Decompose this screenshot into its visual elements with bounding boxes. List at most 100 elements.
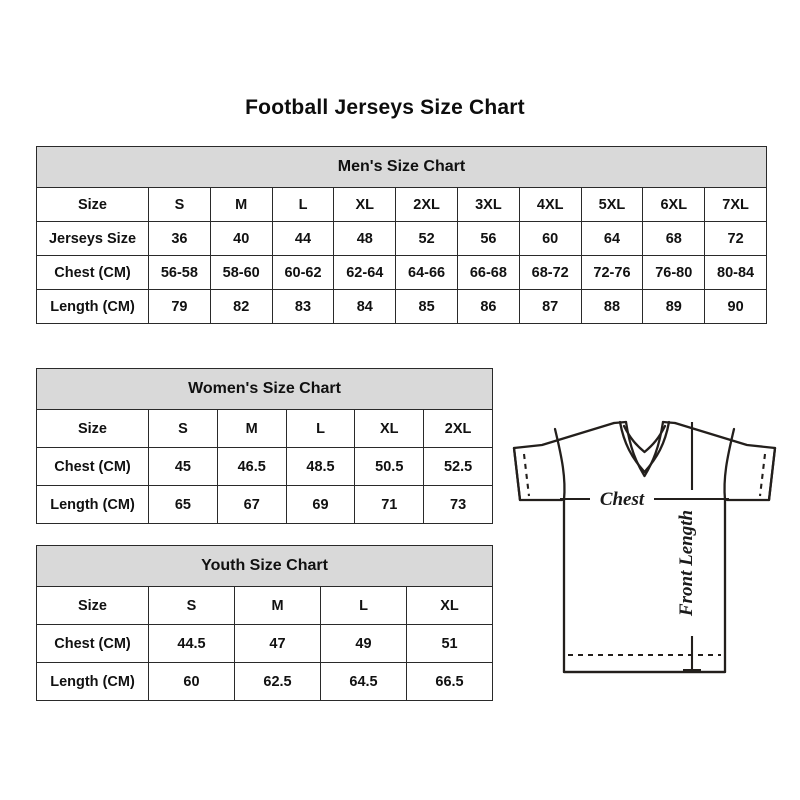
table-cell: 86	[456, 289, 520, 324]
womens-size-chart-table: Women's Size Chart Size S M L XL 2XL Che…	[35, 368, 494, 524]
table-row: Jerseys Size 36 40 44 48 52 56 60 64 68 …	[36, 221, 767, 256]
mens-chest-label: Chest (CM)	[36, 255, 149, 290]
table-cell: 56-58	[148, 255, 211, 290]
table-cell: 71	[354, 485, 425, 524]
table-cell: 45	[148, 447, 218, 486]
youth-size-header-xl: XL	[405, 586, 494, 625]
table-cell: 88	[580, 289, 644, 324]
womens-length-label: Length (CM)	[36, 485, 149, 524]
v-neck-outer	[624, 420, 665, 478]
mens-size-header-xl: XL	[333, 187, 397, 222]
mens-jerseys-size-label: Jerseys Size	[36, 221, 149, 256]
mens-size-chart-table: Men's Size Chart Size S M L XL 2XL 3XL 4…	[36, 146, 767, 324]
table-header-row: Size S M L XL 2XL 3XL 4XL 5XL 6XL 7XL	[36, 187, 767, 222]
mens-size-header-3xl: 3XL	[456, 187, 520, 222]
table-cell: 66-68	[456, 255, 520, 290]
v-neck-collar-band	[618, 420, 671, 474]
table-cell: 84	[333, 289, 397, 324]
table-cell: 89	[642, 289, 706, 324]
table-cell: 44	[271, 221, 335, 256]
table-cell: 83	[271, 289, 335, 324]
table-cell: 52	[395, 221, 458, 256]
youth-size-header-l: L	[320, 586, 407, 625]
front-length-measure-label: Front Length	[676, 510, 697, 617]
womens-size-row-label: Size	[36, 409, 149, 448]
table-cell: 48.5	[285, 447, 356, 486]
table-cell: 52.5	[423, 447, 494, 486]
tshirt-measurement-diagram: Chest Front Length	[502, 400, 787, 695]
womens-chest-label: Chest (CM)	[36, 447, 149, 486]
table-cell: 51	[405, 624, 494, 663]
mens-size-header-2xl: 2XL	[395, 187, 458, 222]
table-row: Chest (CM) 45 46.5 48.5 50.5 52.5	[36, 447, 494, 486]
table-row: Chest (CM) 56-58 58-60 60-62 62-64 64-66…	[36, 255, 767, 290]
youth-chest-label: Chest (CM)	[36, 624, 149, 663]
page-title: Football Jerseys Size Chart	[245, 96, 525, 119]
womens-size-header-2xl: 2XL	[423, 409, 494, 448]
table-cell: 69	[285, 485, 356, 524]
table-cell: 44.5	[148, 624, 235, 663]
mens-size-header-s: S	[148, 187, 211, 222]
table-row: Chest (CM) 44.5 47 49 51	[36, 624, 494, 663]
mens-table-caption: Men's Size Chart	[36, 146, 767, 188]
table-caption-row: Men's Size Chart	[36, 146, 767, 188]
table-cell: 49	[320, 624, 407, 663]
womens-size-header-m: M	[216, 409, 287, 448]
left-cuff-stitch-dashed	[522, 453, 531, 497]
mens-size-header-m: M	[209, 187, 273, 222]
table-cell: 73	[423, 485, 494, 524]
right-cuff-edge	[767, 446, 777, 502]
table-cell: 36	[148, 221, 211, 256]
table-cell: 66.5	[405, 662, 494, 701]
left-armhole-seam	[553, 427, 566, 502]
table-cell: 67	[216, 485, 287, 524]
v-neck-inner-arc	[622, 424, 667, 454]
table-cell: 80-84	[704, 255, 767, 290]
womens-size-header-l: L	[285, 409, 356, 448]
mens-length-label: Length (CM)	[36, 289, 149, 324]
table-cell: 62-64	[333, 255, 397, 290]
table-cell: 46.5	[216, 447, 287, 486]
youth-size-row-label: Size	[36, 586, 149, 625]
mens-size-header-5xl: 5XL	[580, 187, 644, 222]
youth-size-chart-table: Youth Size Chart Size S M L XL Chest (CM…	[35, 545, 494, 701]
table-cell: 82	[209, 289, 273, 324]
youth-length-label: Length (CM)	[36, 662, 149, 701]
table-cell: 40	[209, 221, 273, 256]
table-cell: 64-66	[395, 255, 458, 290]
womens-size-header-xl: XL	[354, 409, 425, 448]
mens-size-header-4xl: 4XL	[518, 187, 582, 222]
table-cell: 50.5	[354, 447, 425, 486]
table-cell: 58-60	[209, 255, 273, 290]
youth-table-caption: Youth Size Chart	[35, 545, 494, 587]
mens-size-header-l: L	[271, 187, 335, 222]
table-cell: 56	[456, 221, 520, 256]
table-caption-row: Youth Size Chart	[35, 545, 494, 587]
table-cell: 76-80	[642, 255, 706, 290]
table-cell: 87	[518, 289, 582, 324]
table-cell: 64	[580, 221, 644, 256]
table-cell: 65	[148, 485, 218, 524]
table-row: Length (CM) 79 82 83 84 85 86 87 88 89 9…	[36, 289, 767, 324]
table-cell: 68-72	[518, 255, 582, 290]
right-cuff-stitch-dashed	[758, 453, 767, 497]
table-cell: 48	[333, 221, 397, 256]
table-cell: 60-62	[271, 255, 335, 290]
body-outline	[562, 498, 727, 674]
table-cell: 68	[642, 221, 706, 256]
table-header-row: Size S M L XL	[36, 586, 494, 625]
right-armhole-seam	[723, 427, 736, 502]
mens-size-header-6xl: 6XL	[642, 187, 706, 222]
table-cell: 60	[148, 662, 235, 701]
table-cell: 85	[395, 289, 458, 324]
table-cell: 64.5	[320, 662, 407, 701]
table-cell: 62.5	[234, 662, 321, 701]
mens-size-row-label: Size	[36, 187, 149, 222]
table-cell: 90	[704, 289, 767, 324]
mens-size-header-7xl: 7XL	[704, 187, 767, 222]
womens-size-header-s: S	[148, 409, 218, 448]
table-cell: 72	[704, 221, 767, 256]
table-row: Length (CM) 65 67 69 71 73	[36, 485, 494, 524]
youth-size-header-m: M	[234, 586, 321, 625]
youth-size-header-s: S	[148, 586, 235, 625]
